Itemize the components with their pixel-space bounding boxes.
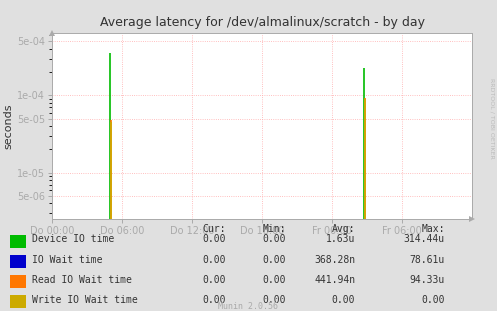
Title: Average latency for /dev/almalinux/scratch - by day: Average latency for /dev/almalinux/scrat… <box>100 16 424 29</box>
Text: 0.00: 0.00 <box>262 295 286 305</box>
FancyBboxPatch shape <box>10 255 26 268</box>
Y-axis label: seconds: seconds <box>3 103 13 149</box>
Text: Avg:: Avg: <box>332 224 355 234</box>
Text: IO Wait time: IO Wait time <box>32 255 103 265</box>
Text: Munin 2.0.56: Munin 2.0.56 <box>219 302 278 311</box>
Text: 314.44u: 314.44u <box>404 234 445 244</box>
Text: 1.63u: 1.63u <box>326 234 355 244</box>
Text: Write IO Wait time: Write IO Wait time <box>32 295 138 305</box>
Text: Max:: Max: <box>421 224 445 234</box>
Text: 0.00: 0.00 <box>262 275 286 285</box>
Text: 0.00: 0.00 <box>203 234 226 244</box>
Text: Device IO time: Device IO time <box>32 234 114 244</box>
Text: Min:: Min: <box>262 224 286 234</box>
Text: 78.61u: 78.61u <box>410 255 445 265</box>
Text: 0.00: 0.00 <box>203 275 226 285</box>
Text: 94.33u: 94.33u <box>410 275 445 285</box>
Text: 0.00: 0.00 <box>203 295 226 305</box>
FancyBboxPatch shape <box>10 275 26 288</box>
Text: 368.28n: 368.28n <box>314 255 355 265</box>
Text: 0.00: 0.00 <box>421 295 445 305</box>
Text: 0.00: 0.00 <box>332 295 355 305</box>
Text: Cur:: Cur: <box>203 224 226 234</box>
Text: Read IO Wait time: Read IO Wait time <box>32 275 132 285</box>
Text: 0.00: 0.00 <box>262 234 286 244</box>
Text: 0.00: 0.00 <box>203 255 226 265</box>
FancyBboxPatch shape <box>10 235 26 248</box>
Text: 0.00: 0.00 <box>262 255 286 265</box>
FancyBboxPatch shape <box>10 295 26 308</box>
Text: 441.94n: 441.94n <box>314 275 355 285</box>
Text: RRDTOOL / TOBI OETIKER: RRDTOOL / TOBI OETIKER <box>490 78 495 159</box>
